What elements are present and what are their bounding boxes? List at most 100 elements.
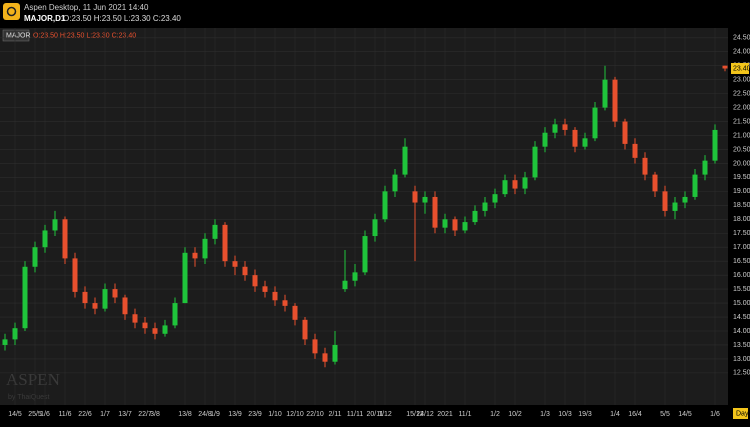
candle-body [282,300,288,306]
y-tick-label: 17.50 [733,230,750,237]
candle-body [392,174,398,192]
candle-body [352,272,358,281]
candle-body [542,132,548,147]
candle-body [562,124,568,130]
candle-body [342,280,348,290]
candle-body [462,222,468,231]
y-tick-label: 15.50 [733,286,750,293]
x-tick-label: 10/3 [558,411,572,418]
candle-body [292,305,298,320]
x-tick-label: 13/8 [178,411,192,418]
candle-body [142,322,148,329]
candle-body [652,174,658,192]
x-tick-label: 1/9 [210,411,220,418]
candle-body [642,157,648,175]
candle-body [302,319,308,340]
y-tick-label: 19.00 [733,188,750,195]
x-tick-label: 14/5 [678,411,692,418]
app-logo [3,3,20,20]
app-title: Aspen Desktop, 11 Jun 2021 14:40 [24,3,149,12]
symbol: MAJOR,D1 [24,14,66,23]
candle-body [42,230,48,248]
candle-body [722,65,728,69]
candle-body [482,202,488,211]
timeframe: Day [736,410,749,417]
legend-text: O:23.50 H:23.50 L:23.30 C:23.40 [33,32,136,39]
x-tick-label: 24/8 [198,411,212,418]
candle-body [662,191,668,211]
y-tick-label: 22.00 [733,104,750,111]
y-tick-label: 16.50 [733,258,750,265]
x-tick-label: 1/2 [490,411,500,418]
candle-body [432,196,438,228]
candle-body [72,258,78,292]
y-tick-label: 24.00 [733,49,750,56]
x-tick-label: 19/3 [578,411,592,418]
x-tick-label: 1/10 [268,411,282,418]
candle-body [82,291,88,304]
y-tick-label: 14.00 [733,328,750,335]
x-tick-label: 3/8 [150,411,160,418]
candle-body [402,146,408,175]
y-tick-label: 13.00 [733,356,750,363]
candle-body [132,314,138,323]
legend-symbol: MAJOR [6,32,31,39]
candle-body [522,177,528,189]
x-tick-label: 2021 [437,411,453,418]
candle-body [102,289,108,309]
candle-body [692,174,698,197]
y-tick-label: 23.00 [733,77,750,84]
candle-body [672,202,678,211]
candle-body [22,266,28,329]
ohlc-text: O:23.50 H:23.50 L:23.30 C:23.40 [63,14,181,23]
y-tick-label: 19.50 [733,174,750,181]
x-tick-label: 1/6 [710,411,720,418]
candle-body [92,303,98,309]
x-tick-label: 10/2 [508,411,522,418]
candle-body [162,325,168,334]
x-tick-label: 15/12 [406,411,424,418]
candle-body [252,275,258,287]
candle-body [702,160,708,175]
candle-body [272,291,278,301]
candle-body [332,344,338,362]
candle-body [712,129,718,161]
x-tick-label: 25/5 [28,411,42,418]
candle-body [622,121,628,144]
candle-body [472,210,478,223]
candle-body [122,297,128,315]
candle-body [682,196,688,203]
x-tick-label: 22/10 [306,411,324,418]
x-tick-label: 2/11 [328,411,341,418]
candle-body [312,339,318,354]
watermark-sub: by ThaiQuest [8,394,50,401]
candle-body [512,180,518,189]
candle-body [152,328,158,334]
x-tick-label: 22/6 [78,411,92,418]
candle-body [32,247,38,267]
x-tick-label: 22/7 [138,411,152,418]
x-tick-label: 11/1 [458,411,471,418]
candle-body [212,224,218,239]
candle-body [372,219,378,237]
y-tick-label: 21.00 [733,132,750,139]
timeframe-box [733,408,748,419]
x-tick-label: 20/11 [367,411,384,418]
candle-body [612,79,618,122]
candle-body [632,143,638,158]
y-tick-label: 20.50 [733,146,750,153]
y-tick-label: 12.50 [733,370,750,377]
candle-body [2,339,8,345]
candle-body [62,219,68,259]
candle-body [242,266,248,276]
candle-body [112,289,118,298]
candle-body [262,286,268,292]
x-tick-label: 13/7 [118,411,132,418]
x-tick-label: 13/9 [228,411,242,418]
candle-body [202,238,208,259]
y-tick-label: 15.00 [733,300,750,307]
candle-body [552,124,558,133]
y-tick-label: 13.50 [733,342,750,349]
candle-body [502,180,508,195]
